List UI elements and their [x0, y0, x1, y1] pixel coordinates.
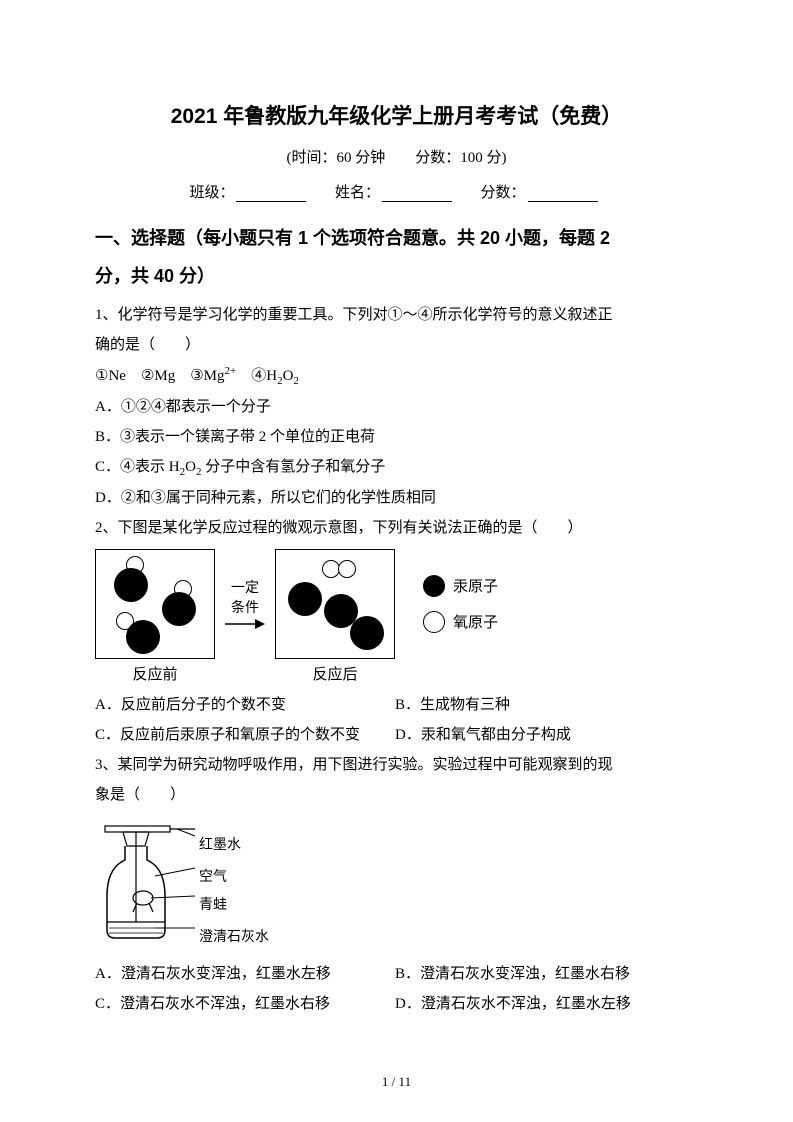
q3-stem-line2: 象是（ ）	[95, 780, 698, 810]
page-total: 11	[399, 1074, 412, 1089]
q1-option-a[interactable]: A．①②④都表示一个分子	[95, 392, 698, 422]
arrow-icon	[225, 617, 265, 631]
q1-option-b[interactable]: B．③表示一个镁离子带 2 个单位的正电荷	[95, 422, 698, 452]
q2-before-box	[95, 549, 215, 659]
q1-option-c[interactable]: C．④表示 H2O2 分子中含有氢分子和氧分子	[95, 452, 698, 483]
q3-label-air: 空气	[199, 871, 227, 885]
q3-option-b[interactable]: B．澄清石灰水变浑浊，红墨水右移	[395, 959, 630, 989]
legend-mercury-label: 汞原子	[453, 575, 498, 596]
oxygen-atom-icon	[423, 611, 445, 633]
q2-before-label: 反应前	[95, 663, 215, 684]
section-heading-line2: 分，共 40 分）	[95, 258, 698, 296]
exam-subtitle: (时间：60 分钟 分数：100 分)	[95, 146, 698, 167]
q2-after-box	[275, 549, 395, 659]
q2-option-a[interactable]: A．反应前后分子的个数不变	[95, 690, 395, 720]
page-sep: /	[388, 1074, 398, 1089]
q3-option-a[interactable]: A．澄清石灰水变浑浊，红墨水左移	[95, 959, 395, 989]
q2-stem: 2、下图是某化学反应过程的微观示意图，下列有关说法正确的是（ ）	[95, 513, 698, 543]
mercury-atom-icon	[423, 575, 445, 597]
q3-label-frog: 青蛙	[199, 899, 227, 913]
section-1-heading: 一、选择题（每小题只有 1 个选项符合题意。共 20 小题，每题 2 分，共 4…	[95, 220, 698, 296]
page-footer: 1 / 11	[0, 1074, 793, 1090]
q1-items: ①Ne ②Mg ③Mg2+ ④H2O2	[95, 360, 698, 392]
q3-stem-line1: 3、某同学为研究动物呼吸作用，用下图进行实验。实验过程中可能观察到的现	[95, 750, 698, 780]
class-label: 班级：	[189, 185, 234, 201]
q1-option-d[interactable]: D．②和③属于同种元素，所以它们的化学性质相同	[95, 483, 698, 513]
q3-diagram: 红墨水 空气 青蛙 澄清石灰水	[95, 818, 698, 953]
student-info-line: 班级： 姓名： 分数：	[95, 181, 698, 202]
q2-option-b[interactable]: B．生成物有三种	[395, 690, 510, 720]
legend-oxygen: 氧原子	[423, 611, 498, 633]
q3-option-c[interactable]: C．澄清石灰水不浑浊，红墨水右移	[95, 989, 395, 1019]
class-blank[interactable]	[236, 186, 306, 202]
q2-arrow-label1: 一定	[231, 577, 259, 597]
q3-label-limewater: 澄清石灰水	[199, 931, 269, 945]
score-label: 分数：	[481, 185, 526, 201]
q1-stem-line1: 1、化学符号是学习化学的重要工具。下列对①～④所示化学符号的意义叙述正	[95, 300, 698, 330]
section-heading-line1: 一、选择题（每小题只有 1 个选项符合题意。共 20 小题，每题 2	[95, 220, 698, 258]
score-blank[interactable]	[528, 186, 598, 202]
legend-mercury: 汞原子	[423, 575, 498, 597]
q2-option-c[interactable]: C．反应前后汞原子和氧原子的个数不变	[95, 720, 395, 750]
name-label: 姓名：	[335, 185, 380, 201]
name-blank[interactable]	[382, 186, 452, 202]
q3-option-d[interactable]: D．澄清石灰水不浑浊，红墨水左移	[395, 989, 631, 1019]
q2-diagram: 一定 条件 汞原子 氧原子	[95, 549, 698, 659]
q1-stem-line2: 确的是（ ）	[95, 330, 698, 360]
q2-arrow-label2: 条件	[231, 597, 259, 617]
q2-legend: 汞原子 氧原子	[423, 575, 498, 633]
exam-title: 2021 年鲁教版九年级化学上册月考考试（免费）	[95, 100, 698, 130]
q2-after-label: 反应后	[275, 663, 395, 684]
q2-arrow: 一定 条件	[225, 577, 265, 631]
q2-option-d[interactable]: D．汞和氧气都由分子构成	[395, 720, 571, 750]
q3-label-ink: 红墨水	[199, 839, 241, 853]
q2-box-labels: 反应前 反应后	[95, 663, 698, 684]
legend-oxygen-label: 氧原子	[453, 611, 498, 632]
